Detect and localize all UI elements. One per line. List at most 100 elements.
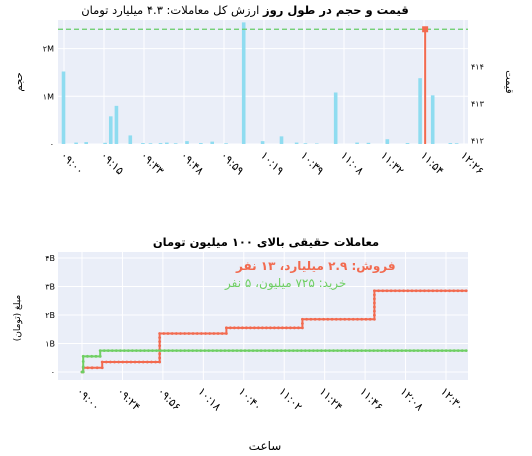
- series-dot: [332, 349, 335, 353]
- top-x-tick-label: ۱۱:۳۲: [378, 149, 407, 178]
- series-dot: [351, 317, 355, 321]
- series-dot: [364, 317, 368, 321]
- series-dot: [121, 360, 125, 364]
- volume-bar: [128, 135, 133, 144]
- series-dot: [377, 289, 380, 293]
- series-dot: [98, 354, 102, 358]
- volume-bar: [173, 143, 178, 144]
- series-dot: [122, 349, 126, 353]
- volume-bar: [454, 143, 459, 144]
- series-dot: [203, 349, 207, 353]
- series-dot: [275, 349, 279, 353]
- top-x-tick-label: ۱۰:۱۹: [258, 149, 287, 178]
- series-dot: [402, 289, 406, 293]
- series-dot: [86, 366, 90, 370]
- volume-bar: [260, 141, 265, 144]
- series-dot: [356, 349, 360, 353]
- series-dot: [129, 360, 133, 364]
- series-dot: [141, 360, 145, 364]
- series-dot: [102, 349, 106, 353]
- series-dot: [150, 360, 153, 364]
- series-dot: [199, 349, 203, 353]
- top-right-tick-label: ۴۱۳: [471, 99, 485, 108]
- series-dot: [313, 317, 317, 321]
- volume-bar: [158, 143, 163, 144]
- bottom-y-tick-label: ۲B: [45, 311, 55, 320]
- volume-bar: [108, 116, 113, 144]
- series-dot: [373, 313, 376, 317]
- series-dot: [158, 340, 162, 344]
- series-dot: [118, 349, 122, 353]
- series-dot: [259, 349, 263, 353]
- legend-sell: فروش: ۲.۹ میلیارد، ۱۳ نفر: [235, 259, 396, 274]
- bottom-y-axis-label: مبلغ (تومان): [13, 295, 23, 342]
- series-dot: [277, 326, 280, 330]
- series-dot: [456, 289, 460, 293]
- series-dot: [231, 349, 235, 353]
- series-dot: [158, 336, 162, 339]
- series-dot: [162, 332, 166, 335]
- series-dot: [334, 317, 338, 321]
- series-dot: [252, 326, 256, 330]
- volume-bar: [279, 136, 284, 144]
- bottom-y-tick-label: ۰: [51, 368, 55, 377]
- series-dot: [154, 360, 157, 364]
- top-x-tick-label: ۰۹:۳۳: [138, 149, 167, 178]
- series-dot: [137, 360, 141, 364]
- series-dot: [406, 289, 410, 293]
- series-dot: [305, 317, 309, 321]
- top-left-tick-label: ۲M: [43, 45, 54, 54]
- series-dot: [464, 349, 468, 353]
- series-dot: [360, 349, 364, 353]
- series-dot: [106, 349, 110, 353]
- series-dot: [372, 349, 376, 353]
- series-dot: [81, 370, 85, 374]
- volume-bar: [114, 105, 119, 144]
- series-dot: [416, 349, 420, 353]
- series-dot: [265, 326, 268, 330]
- series-dot: [324, 349, 327, 353]
- series-dot: [247, 349, 251, 353]
- series-dot: [373, 289, 376, 293]
- series-dot: [384, 349, 388, 353]
- series-dot: [166, 332, 170, 335]
- series-dot: [191, 349, 195, 353]
- series-dot: [301, 326, 304, 330]
- series-dot: [95, 366, 99, 370]
- series-dot: [385, 289, 389, 293]
- series-dot: [396, 349, 400, 353]
- series-dot: [171, 349, 175, 353]
- series-dot: [376, 349, 380, 353]
- series-dot: [179, 332, 182, 335]
- series-dot: [151, 349, 154, 353]
- series-dot: [248, 326, 252, 330]
- volume-bar: [430, 95, 435, 144]
- series-dot: [283, 349, 287, 353]
- series-dot: [279, 349, 283, 353]
- series-dot: [236, 326, 240, 330]
- series-dot: [159, 349, 162, 353]
- series-dot: [224, 326, 228, 330]
- series-dot: [435, 289, 439, 293]
- series-dot: [147, 349, 150, 353]
- series-dot: [431, 289, 435, 293]
- top-x-tick-label: ۰۹:۵۹: [218, 149, 247, 178]
- series-dot: [104, 360, 108, 364]
- bottom-x-tick-label: ۰۹:۲۴: [114, 385, 143, 414]
- series-dot: [388, 349, 392, 353]
- series-dot: [311, 349, 315, 353]
- series-dot: [287, 349, 291, 353]
- series-dot: [251, 349, 255, 353]
- top-chart-title: قیمت و حجم در طول روز ارزش کل معاملات: ۴…: [81, 3, 409, 18]
- series-dot: [381, 289, 385, 293]
- series-dot: [208, 332, 212, 335]
- series-dot: [303, 349, 307, 353]
- series-dot: [158, 344, 162, 348]
- series-dot: [460, 349, 464, 353]
- top-right-tick-label: ۴۱۴: [471, 62, 484, 71]
- volume-bar: [199, 143, 203, 144]
- series-dot: [285, 326, 288, 330]
- series-dot: [373, 317, 376, 321]
- series-dot: [301, 322, 304, 325]
